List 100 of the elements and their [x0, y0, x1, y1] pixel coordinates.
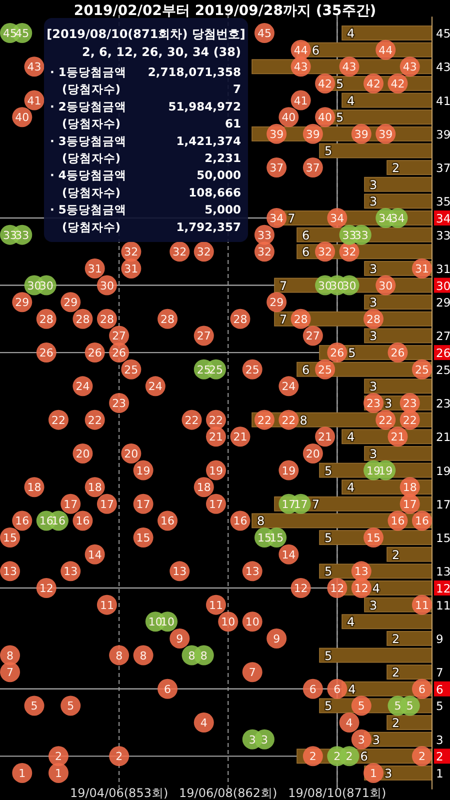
data-label: 8: [188, 649, 196, 662]
data-label: 14: [282, 548, 296, 562]
data-label: 17: [100, 498, 114, 511]
data-label: 44: [378, 44, 393, 57]
data-label: 7: [288, 212, 296, 226]
data-label: 3: [372, 732, 380, 747]
data-label: 3: [370, 262, 378, 276]
data-label: 5: [324, 144, 332, 158]
data-label: 18: [27, 481, 42, 494]
y-tick-label: 25: [436, 362, 450, 377]
data-label: 32: [196, 246, 211, 259]
data-label: 8: [6, 649, 14, 662]
data-label: 22: [378, 414, 393, 427]
data-label: 4: [347, 26, 355, 41]
data-label: 12: [330, 582, 344, 595]
data-label: 42: [390, 77, 405, 90]
data-label: 28: [39, 312, 54, 326]
data-label: 15: [270, 532, 284, 545]
data-label: 10: [245, 616, 260, 629]
data-label: 43: [402, 60, 417, 74]
data-label: 18: [88, 481, 102, 494]
annotation: · 5등당첨금액: [50, 202, 126, 217]
data-label: 43: [294, 60, 308, 74]
data-label: 15: [366, 532, 381, 545]
data-label: 28: [100, 312, 114, 326]
data-label: 9: [176, 632, 184, 646]
data-label: 1: [18, 766, 26, 780]
data-label: 6: [302, 245, 310, 260]
annotation: 7: [232, 82, 241, 96]
data-label: 3: [384, 766, 392, 780]
data-label: 2: [392, 548, 400, 562]
data-label: 20: [76, 447, 90, 460]
y-tick-label: 43: [436, 60, 450, 74]
data-label: 10: [160, 616, 175, 629]
data-label: 12: [354, 582, 368, 595]
data-label: 29: [270, 296, 284, 310]
y-tick-label: 13: [436, 564, 450, 579]
data-label: 33: [15, 228, 30, 242]
data-label: 16: [233, 514, 248, 528]
data-label: 34: [390, 212, 405, 226]
data-label: 5: [336, 110, 344, 125]
annotation: (당첨자수): [62, 151, 121, 165]
data-label: 2: [346, 750, 353, 764]
data-label: 3: [248, 733, 256, 746]
data-label: 39: [354, 128, 368, 141]
y-tick-label: 19: [436, 464, 450, 478]
data-label: 24: [282, 380, 296, 394]
data-label: 25: [318, 363, 332, 376]
data-label: 32: [124, 246, 138, 259]
y-tick-label: 33: [436, 228, 450, 242]
data-label: 12: [39, 582, 54, 595]
data-label: 4: [347, 94, 355, 108]
data-label: 16: [15, 514, 30, 528]
data-label: 34: [378, 212, 393, 226]
data-label: 43: [342, 60, 356, 74]
data-label: 25: [245, 363, 260, 376]
data-label: 34: [330, 212, 344, 226]
data-label: 3: [370, 178, 378, 192]
data-label: 24: [148, 380, 162, 394]
y-tick-label: 9: [436, 632, 444, 646]
annotation: 51,984,972: [168, 99, 241, 114]
y-tick-label: 26: [436, 346, 450, 360]
data-label: 40: [282, 111, 296, 124]
data-label: 3: [370, 598, 378, 612]
data-label: 40: [15, 111, 30, 124]
data-label: 23: [112, 397, 126, 410]
data-label: 41: [294, 94, 308, 108]
annotation: · 2등당첨금액: [50, 99, 126, 114]
data-label: 4: [347, 615, 355, 630]
data-label: 5: [394, 700, 402, 713]
data-label: 5: [324, 464, 332, 478]
annotation: 108,666: [188, 185, 241, 200]
data-label: 3: [370, 329, 378, 344]
data-label: 13: [354, 565, 368, 578]
data-label: 31: [124, 262, 138, 276]
data-label: 16: [414, 514, 429, 528]
y-tick-label: 15: [436, 531, 450, 546]
y-tick-label: 6: [436, 682, 444, 696]
annotation: 2, 6, 12, 26, 30, 34 (38): [82, 45, 241, 59]
data-label: 3: [370, 194, 378, 209]
data-label: 17: [209, 498, 223, 511]
data-label: 14: [88, 548, 102, 562]
data-label: 13: [3, 565, 18, 578]
data-label: 30: [318, 279, 332, 292]
annotation: 1,421,374: [176, 134, 241, 148]
data-label: 6: [309, 682, 316, 696]
data-label: 22: [88, 414, 102, 427]
data-label: 30: [330, 279, 344, 292]
y-tick-label: 2: [436, 750, 444, 764]
data-label: 8: [300, 413, 308, 428]
data-label: 5: [324, 648, 332, 663]
data-label: 28: [233, 312, 248, 326]
data-label: 3: [384, 396, 392, 410]
data-label: 37: [270, 162, 284, 175]
data-label: 41: [27, 94, 42, 108]
data-label: 30: [378, 279, 393, 292]
data-label: 16: [390, 514, 405, 528]
data-label: 16: [160, 514, 175, 528]
data-label: 6: [302, 362, 310, 377]
data-label: 19: [366, 464, 381, 478]
